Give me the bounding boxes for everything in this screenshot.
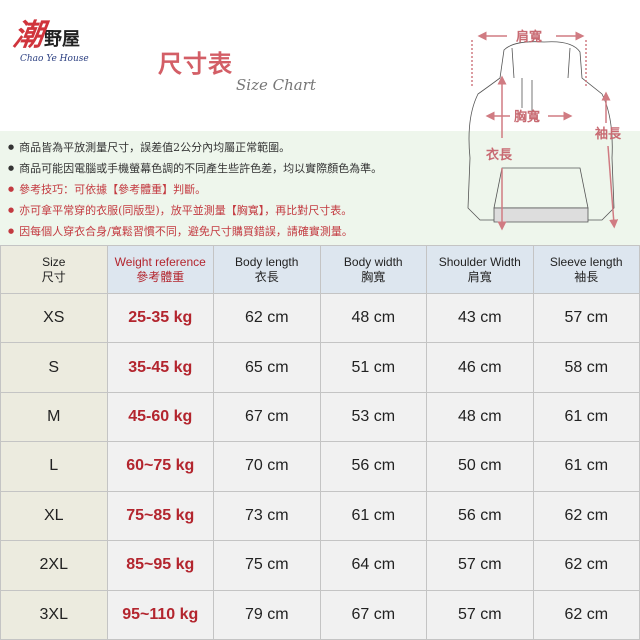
column-header-shoulder-width: Shoulder Width 肩寬: [426, 245, 534, 294]
cell-size: L: [0, 441, 108, 492]
logo-mark: 潮: [11, 18, 46, 53]
cell-size: M: [0, 391, 108, 443]
header-en: Body width: [343, 254, 403, 269]
size-table: Size 尺寸 Weight reference 參考體重 Body length 衣長 B…: [0, 245, 640, 640]
header-en: Sleeve length: [549, 254, 623, 269]
cell-body-width: 67 cm: [319, 589, 427, 640]
cell-body-length: 79 cm: [213, 589, 321, 640]
table-row: XL 75~85 kg 73 cm 61 cm 56 cm 62 cm: [0, 490, 640, 542]
cell-size: 2XL: [0, 540, 108, 591]
header-en: Weight reference: [114, 254, 206, 269]
logo-text: 野屋: [44, 29, 80, 50]
cell-body-width: 61 cm: [319, 490, 427, 542]
header-zh: 尺寸: [41, 269, 66, 284]
cell-weight: 25-35 kg: [106, 292, 214, 344]
header-zh: 衣長: [254, 269, 279, 284]
cell-shoulder-width: 56 cm: [426, 490, 534, 542]
notes-list: 商品皆為平放測量尺寸，誤差值2公分內均屬正常範圍。 商品可能因電腦或手機螢幕色調…: [8, 140, 382, 245]
cell-body-width: 56 cm: [319, 441, 427, 492]
cell-size: 3XL: [0, 589, 108, 640]
cell-size: XL: [0, 490, 108, 542]
cell-body-length: 65 cm: [213, 342, 321, 393]
cell-body-length: 62 cm: [213, 292, 321, 344]
cell-weight: 75~85 kg: [106, 490, 214, 542]
hoodie-diagram: 肩寬 胸寬 衣長 袖長: [467, 29, 622, 231]
cell-body-width: 48 cm: [319, 292, 427, 344]
column-header-size: Size 尺寸: [0, 245, 108, 294]
label-chest: 胸寬: [514, 109, 540, 125]
cell-sleeve-length: 61 cm: [532, 441, 640, 492]
cell-shoulder-width: 57 cm: [426, 540, 534, 591]
cell-weight: 60~75 kg: [106, 441, 214, 492]
cell-sleeve-length: 62 cm: [532, 490, 640, 542]
note-item: 因每個人穿衣合身/寬鬆習慣不同，避免尺寸購買錯誤，請確實測量。: [8, 224, 382, 245]
cell-shoulder-width: 46 cm: [426, 342, 534, 393]
cell-shoulder-width: 48 cm: [426, 391, 534, 443]
cell-weight: 85~95 kg: [106, 540, 214, 591]
cell-body-length: 73 cm: [213, 490, 321, 542]
column-header-sleeve-length: Sleeve length 袖長: [532, 245, 640, 294]
label-sleeve: 袖長: [595, 126, 622, 142]
header-en: Shoulder Width: [438, 254, 521, 269]
cell-body-length: 67 cm: [213, 391, 321, 443]
table-row: 3XL 95~110 kg 79 cm 67 cm 57 cm 62 cm: [0, 589, 640, 640]
cell-size: XS: [0, 292, 108, 344]
header-zh: 胸寬: [361, 269, 386, 284]
note-item: 參考技巧：可依據【參考體重】判斷。: [8, 182, 382, 203]
label-body-length: 衣長: [486, 147, 513, 163]
cell-body-width: 64 cm: [319, 540, 427, 591]
cell-weight: 35-45 kg: [106, 342, 214, 393]
table-body: XS 25-35 kg 62 cm 48 cm 43 cm 57 cm S 35-45 kg 6…: [0, 292, 640, 640]
cell-body-width: 51 cm: [319, 342, 427, 393]
cell-shoulder-width: 57 cm: [426, 589, 534, 640]
cell-weight: 45-60 kg: [106, 391, 214, 443]
header-zh: 肩寬: [467, 269, 492, 284]
cell-body-length: 70 cm: [213, 441, 321, 492]
cell-sleeve-length: 62 cm: [532, 589, 640, 640]
note-item: 亦可拿平常穿的衣服(同版型)，放平並測量【胸寬】，再比對尺寸表。: [8, 203, 382, 224]
column-header-weight: Weight reference 參考體重: [106, 245, 214, 294]
table-row: XS 25-35 kg 62 cm 48 cm 43 cm 57 cm: [0, 292, 640, 344]
cell-sleeve-length: 58 cm: [532, 342, 640, 393]
table-header-row: Size 尺寸 Weight reference 參考體重 Body length 衣長 B…: [0, 245, 640, 294]
header-en: Size: [42, 254, 66, 269]
cell-shoulder-width: 50 cm: [426, 441, 534, 492]
column-header-body-width: Body width 胸寬: [319, 245, 427, 294]
table-row: S 35-45 kg 65 cm 51 cm 46 cm 58 cm: [0, 342, 640, 393]
brand-logo: 潮野屋 Chao Ye House: [11, 10, 89, 64]
header-zh: 袖長: [574, 269, 599, 284]
header-en: Body length: [235, 254, 299, 269]
page-title: 尺寸表: [158, 50, 233, 78]
cell-sleeve-length: 57 cm: [532, 292, 640, 344]
cell-size: S: [0, 342, 108, 393]
table-row: 2XL 85~95 kg 75 cm 64 cm 57 cm 62 cm: [0, 540, 640, 591]
cell-sleeve-length: 62 cm: [532, 540, 640, 591]
cell-weight: 95~110 kg: [106, 589, 214, 640]
note-item: 商品皆為平放測量尺寸，誤差值2公分內均屬正常範圍。: [8, 140, 382, 161]
label-shoulder: 肩寬: [516, 29, 542, 45]
page-subtitle: Size Chart: [236, 76, 316, 94]
table-row: L 60~75 kg 70 cm 56 cm 50 cm 61 cm: [0, 441, 640, 492]
cell-body-length: 75 cm: [213, 540, 321, 591]
cell-shoulder-width: 43 cm: [426, 292, 534, 344]
hoodie-outline: [467, 41, 615, 223]
logo-english: Chao Ye House: [20, 54, 89, 64]
cell-body-width: 53 cm: [319, 391, 427, 443]
header-area: [0, 0, 640, 131]
table-row: M 45-60 kg 67 cm 53 cm 48 cm 61 cm: [0, 391, 640, 443]
column-header-body-length: Body length 衣長: [213, 245, 321, 294]
cell-sleeve-length: 61 cm: [532, 391, 640, 443]
note-item: 商品可能因電腦或手機螢幕色調的不同產生些許色差，均以實際顏色為準。: [8, 161, 382, 182]
header-zh: 參考體重: [136, 269, 185, 284]
